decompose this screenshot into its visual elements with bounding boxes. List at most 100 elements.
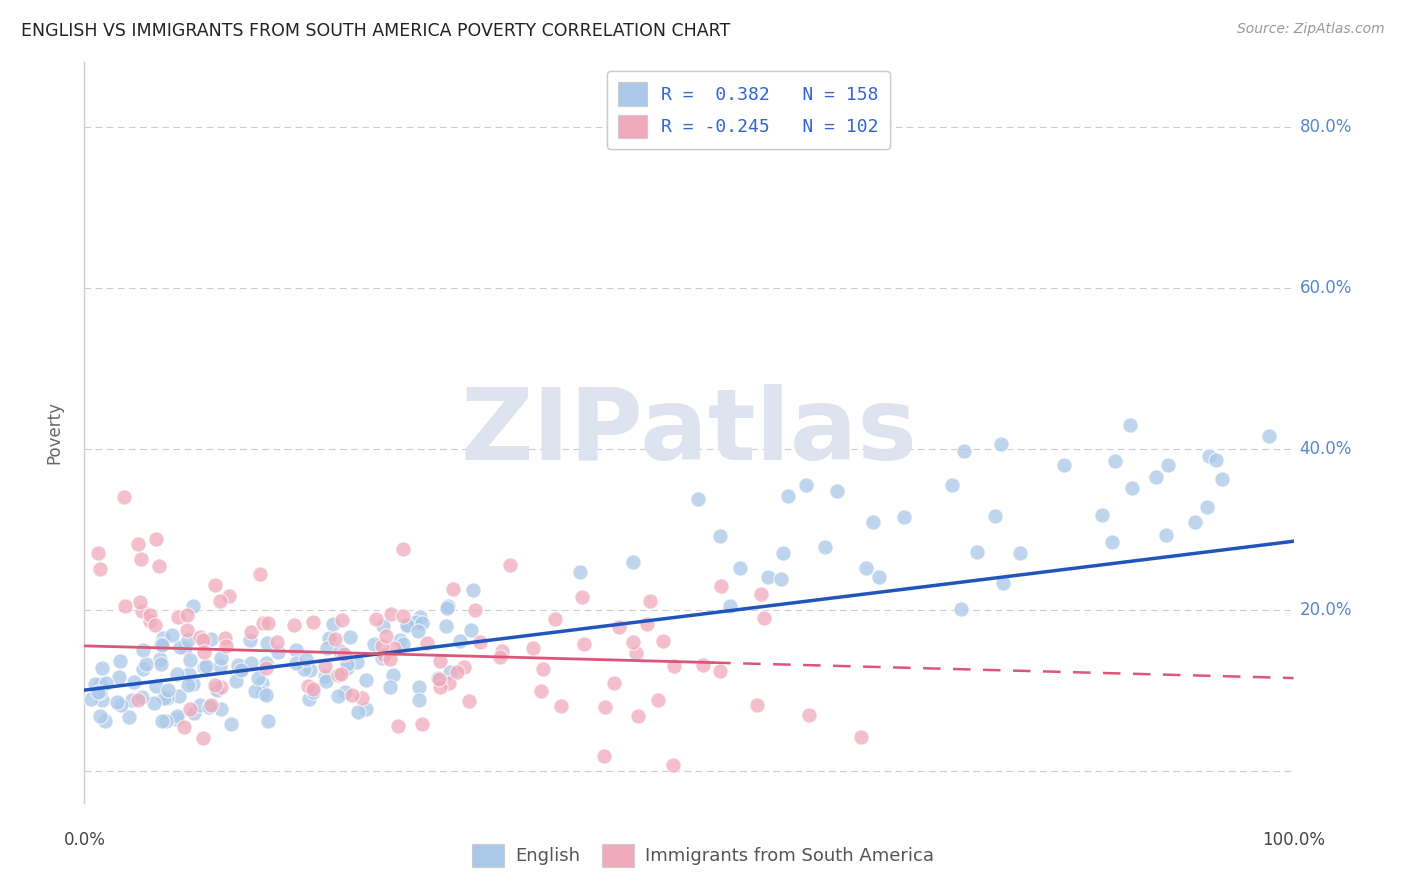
Point [436, 599, 458, 613]
Point [1157, 458, 1180, 473]
Point [592, 748, 614, 763]
Point [322, 616, 344, 631]
Point [157, 682, 180, 697]
Point [437, 676, 460, 690]
Point [718, 599, 741, 613]
Point [131, 690, 153, 705]
Point [181, 599, 204, 614]
Point [449, 634, 471, 648]
Point [624, 646, 647, 660]
Point [129, 552, 152, 566]
Point [166, 708, 188, 723]
Point [218, 589, 240, 603]
Point [387, 718, 409, 732]
Point [250, 676, 273, 690]
Point [1052, 458, 1074, 472]
Point [150, 714, 173, 728]
Point [1101, 535, 1123, 549]
Point [79, 691, 101, 706]
Point [94, 714, 117, 728]
Point [571, 590, 593, 604]
Point [647, 693, 669, 707]
Point [363, 636, 385, 650]
Point [169, 690, 191, 704]
Point [177, 678, 200, 692]
Point [252, 615, 274, 630]
Point [489, 649, 512, 664]
Point [396, 619, 419, 633]
Point [408, 680, 430, 694]
Point [214, 631, 236, 645]
Point [415, 636, 437, 650]
Point [145, 532, 167, 546]
Point [391, 608, 413, 623]
Point [229, 663, 252, 677]
Point [868, 570, 890, 584]
Point [314, 659, 336, 673]
Point [1156, 528, 1178, 542]
Point [408, 693, 430, 707]
Text: ENGLISH VS IMMIGRANTS FROM SOUTH AMERICA POVERTY CORRELATION CHART: ENGLISH VS IMMIGRANTS FROM SOUTH AMERICA… [21, 22, 730, 40]
Point [254, 661, 277, 675]
Point [204, 681, 226, 695]
Point [949, 602, 972, 616]
Point [131, 604, 153, 618]
Point [252, 686, 274, 700]
Point [572, 637, 595, 651]
Point [209, 594, 232, 608]
Point [110, 698, 132, 712]
Point [814, 541, 837, 555]
Point [139, 614, 162, 628]
Point [89, 677, 111, 691]
Point [409, 609, 432, 624]
Point [198, 699, 221, 714]
Point [709, 664, 731, 678]
Point [166, 667, 188, 681]
Point [827, 483, 849, 498]
Point [395, 618, 418, 632]
Point [350, 690, 373, 705]
Point [1198, 449, 1220, 463]
Point [893, 510, 915, 524]
Point [323, 632, 346, 646]
Point [176, 623, 198, 637]
Point [1119, 418, 1142, 433]
Point [621, 635, 644, 649]
Point [149, 657, 172, 671]
Point [298, 692, 321, 706]
Point [173, 640, 195, 655]
Point [391, 542, 413, 557]
Point [127, 536, 149, 550]
Point [283, 618, 305, 632]
Point [796, 478, 818, 492]
Point [531, 662, 554, 676]
Point [661, 758, 683, 772]
Point [330, 613, 353, 627]
Point [188, 630, 211, 644]
Point [239, 656, 262, 670]
Point [380, 607, 402, 621]
Point [191, 633, 214, 648]
Point [375, 629, 398, 643]
Point [131, 662, 153, 676]
Text: 0.0%: 0.0% [63, 831, 105, 849]
Point [373, 618, 395, 632]
Point [107, 695, 129, 709]
Point [135, 657, 157, 672]
Point [149, 651, 172, 665]
Point [169, 640, 191, 654]
Point [651, 634, 673, 648]
Text: 40.0%: 40.0% [1299, 440, 1353, 458]
Point [382, 640, 405, 655]
Point [772, 546, 794, 560]
Point [284, 643, 307, 657]
Point [299, 663, 322, 677]
Point [117, 709, 139, 723]
Point [316, 640, 339, 655]
Point [89, 685, 111, 699]
Point [328, 667, 350, 681]
Text: 100.0%: 100.0% [1263, 831, 1324, 849]
Point [139, 607, 162, 622]
Point [297, 679, 319, 693]
Point [380, 652, 402, 666]
